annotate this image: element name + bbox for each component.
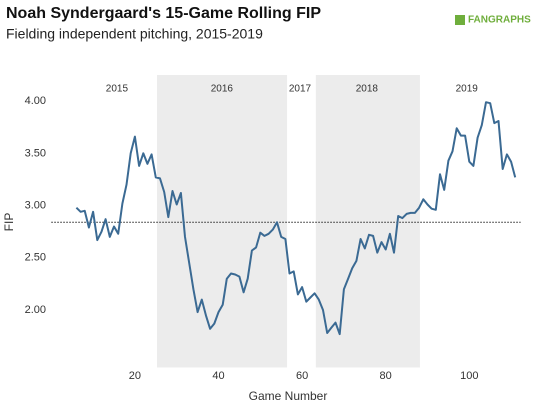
x-tick-label: 100 <box>460 370 478 382</box>
x-tick-label: 40 <box>212 370 224 382</box>
chart-title: Noah Syndergaard's 15-Game Rolling FIP <box>6 5 321 22</box>
year-region <box>315 75 420 368</box>
x-tick-label: 60 <box>296 370 308 382</box>
y-axis-title: FIP <box>2 213 16 232</box>
year-region <box>157 75 288 368</box>
data-line <box>75 101 517 336</box>
logo-icon <box>455 15 465 25</box>
x-tick-label: 20 <box>129 370 141 382</box>
year-label: 2019 <box>456 84 479 95</box>
logo: FANGRAPHS <box>468 15 531 26</box>
year-label: 2016 <box>211 84 234 95</box>
year-label: 2018 <box>356 84 379 95</box>
y-tick-label: 3.00 <box>25 199 46 211</box>
year-label: 2015 <box>106 84 129 95</box>
x-tick-label: 80 <box>380 370 392 382</box>
x-axis-title: Game Number <box>249 389 328 403</box>
y-tick-label: 2.00 <box>25 304 46 316</box>
y-tick-label: 2.50 <box>25 252 46 264</box>
year-label: 2017 <box>289 84 312 95</box>
y-tick-label: 3.50 <box>25 147 46 159</box>
y-tick-label: 4.00 <box>25 95 46 107</box>
chart-subtitle: Fielding independent pitching, 2015-2019 <box>6 26 263 42</box>
